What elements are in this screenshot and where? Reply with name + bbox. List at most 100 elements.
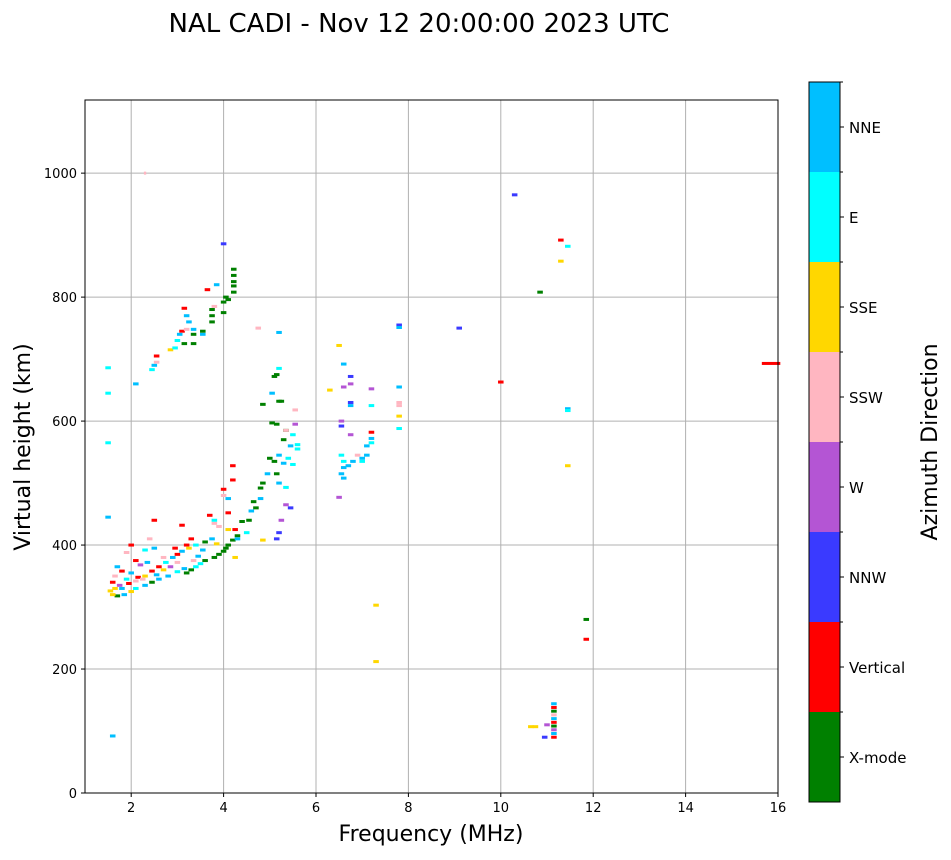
- data-point: [119, 569, 125, 573]
- data-point: [347, 400, 354, 404]
- data-point: [278, 399, 285, 403]
- data-point: [338, 419, 345, 423]
- data-point: [340, 385, 347, 389]
- data-point: [142, 574, 148, 578]
- data-point: [511, 193, 518, 197]
- data-point: [126, 581, 132, 585]
- x-tick-label: 10: [493, 801, 510, 816]
- colorbar: X-mode Vertical NNW W SSW SSE E NNE: [808, 81, 906, 803]
- data-point: [200, 329, 206, 333]
- data-point: [565, 409, 571, 413]
- data-point: [174, 552, 181, 556]
- data-point: [190, 327, 197, 331]
- data-point: [583, 617, 590, 621]
- data-point: [181, 342, 188, 346]
- data-point: [267, 456, 273, 460]
- colorbar-frame: [808, 81, 841, 803]
- data-point: [528, 725, 534, 729]
- x-tick-label: 14: [677, 801, 694, 816]
- data-point: [364, 453, 370, 457]
- data-point: [114, 565, 121, 569]
- data-point: [558, 259, 564, 263]
- data-point: [283, 485, 289, 489]
- data-point: [105, 515, 111, 519]
- data-point: [179, 329, 185, 333]
- data-point: [271, 374, 278, 378]
- x-tick-label: 16: [770, 801, 787, 816]
- data-point: [116, 583, 123, 587]
- data-point: [225, 298, 231, 302]
- data-point: [202, 559, 208, 563]
- data-point: [257, 497, 264, 501]
- data-point: [280, 461, 287, 465]
- data-point: [209, 308, 215, 312]
- data-point: [167, 348, 174, 352]
- data-point: [119, 586, 125, 590]
- x-tick-label: 2: [127, 801, 135, 816]
- data-point: [456, 326, 462, 330]
- data-point: [181, 306, 188, 310]
- data-point: [216, 552, 222, 556]
- data-point: [107, 589, 114, 593]
- data-point: [172, 546, 178, 550]
- data-point: [170, 555, 176, 559]
- data-point: [230, 464, 236, 468]
- data-point: [181, 567, 188, 571]
- data-point: [246, 518, 252, 522]
- data-point: [209, 314, 215, 318]
- data-point: [234, 537, 241, 541]
- data-point: [239, 520, 245, 524]
- data-point: [396, 323, 402, 327]
- data-point: [200, 332, 206, 336]
- data-point: [209, 537, 215, 541]
- data-point: [347, 382, 354, 386]
- colorbar-segment: [809, 622, 840, 712]
- data-point: [186, 546, 192, 550]
- data-point: [327, 388, 333, 392]
- data-point: [232, 528, 238, 532]
- data-point: [278, 518, 285, 522]
- data-point: [283, 428, 289, 432]
- data-point: [255, 326, 262, 330]
- data-point: [396, 414, 402, 418]
- data-point: [290, 462, 296, 466]
- data-point: [183, 327, 190, 331]
- data-point: [338, 453, 345, 457]
- data-point: [220, 493, 227, 497]
- data-point: [396, 385, 402, 389]
- data-point: [128, 590, 134, 594]
- y-tick-label: 800: [52, 291, 77, 306]
- data-point: [271, 459, 278, 463]
- data-point: [551, 735, 557, 739]
- data-point: [292, 422, 298, 426]
- y-tick-label: 1000: [44, 167, 77, 182]
- data-point: [149, 580, 155, 584]
- data-point: [264, 472, 271, 476]
- data-point: [230, 290, 237, 294]
- data-point: [396, 325, 402, 329]
- data-point: [359, 459, 365, 463]
- data-point: [248, 509, 255, 513]
- data-point: [128, 571, 134, 575]
- data-point: [156, 565, 162, 569]
- data-point: [220, 300, 227, 304]
- data-point: [551, 717, 557, 721]
- grid: [85, 100, 779, 794]
- data-point: [250, 500, 257, 504]
- data-point: [225, 543, 231, 547]
- data-point: [347, 374, 354, 378]
- data-point: [213, 283, 220, 287]
- data-point: [368, 436, 375, 440]
- data-point: [280, 438, 287, 442]
- colorbar-segment: [809, 172, 840, 262]
- colorbar-segment: [809, 532, 840, 622]
- data-point: [142, 583, 148, 587]
- data-point: [149, 569, 155, 573]
- data-point: [396, 427, 402, 431]
- data-point: [220, 311, 227, 315]
- data-point: [193, 565, 199, 569]
- data-point: [151, 363, 158, 367]
- data-point: [276, 481, 282, 485]
- data-point: [368, 441, 375, 445]
